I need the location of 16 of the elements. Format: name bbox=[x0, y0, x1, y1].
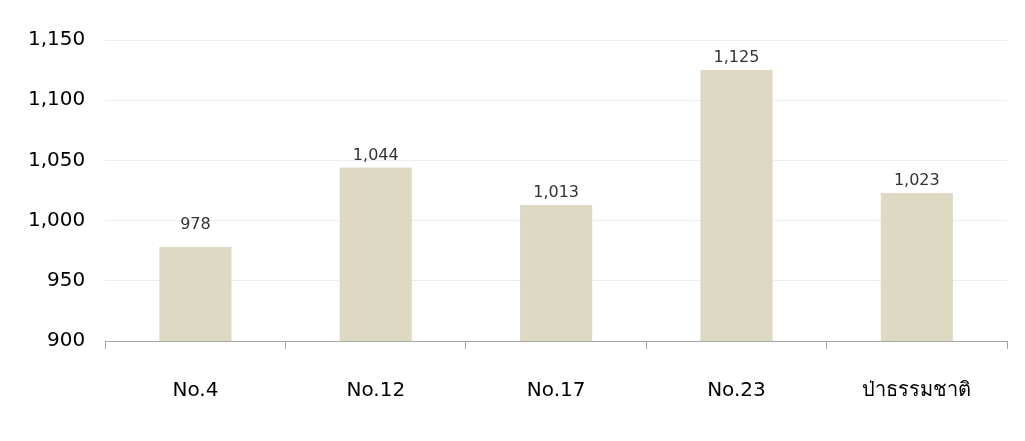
x-tick-label: ป่าธรรมชาติ bbox=[862, 377, 972, 402]
x-tick-label: No.4 bbox=[172, 377, 219, 402]
data-label: 1,044 bbox=[352, 144, 399, 164]
x-tick-label: No.12 bbox=[346, 377, 406, 402]
y-tick-label: 1,150 bbox=[27, 26, 86, 51]
y-tick-label: 900 bbox=[47, 327, 86, 352]
data-label: 1,125 bbox=[713, 47, 760, 67]
x-tick-label: No.23 bbox=[707, 377, 766, 402]
x-tick-label: No.17 bbox=[526, 377, 586, 402]
y-tick-label: 1,100 bbox=[27, 86, 86, 111]
y-tick-label: 1,000 bbox=[27, 206, 86, 231]
data-label: 1,013 bbox=[533, 182, 580, 202]
y-tick-label: 1,050 bbox=[27, 146, 86, 171]
y-tick-label: 950 bbox=[47, 267, 86, 291]
data-label: 1,023 bbox=[893, 170, 940, 190]
data-label: 978 bbox=[180, 214, 211, 234]
